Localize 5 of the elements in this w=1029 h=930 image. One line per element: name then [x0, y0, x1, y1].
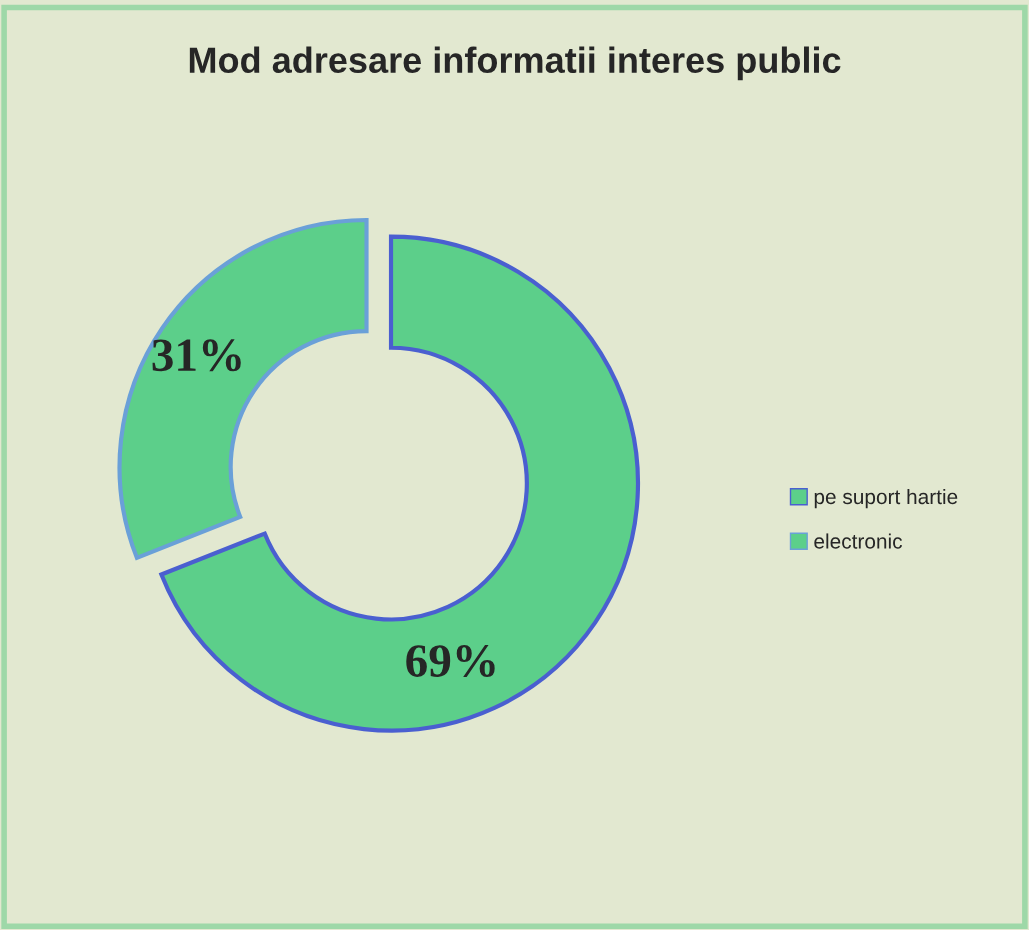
- legend-label: pe suport hartie: [814, 488, 958, 509]
- data-label: 31%: [152, 339, 241, 372]
- data-label: 69%: [406, 645, 495, 678]
- legend-label: electronic: [814, 533, 903, 549]
- chart-title: Mod adresare informatii interes public: [189, 46, 841, 81]
